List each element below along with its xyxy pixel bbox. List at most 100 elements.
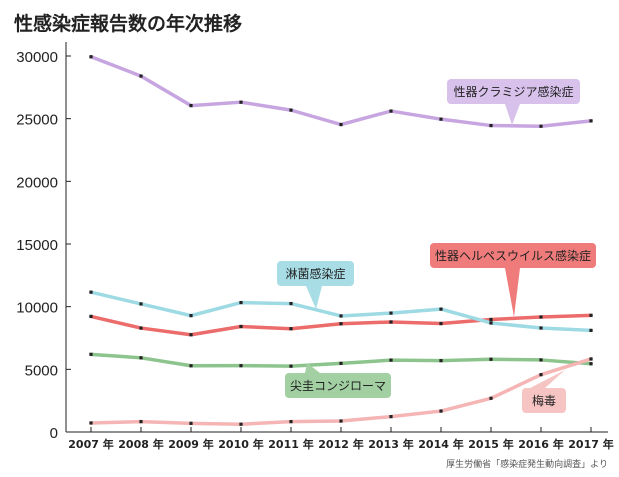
data-point	[589, 362, 593, 366]
source-note: 厚生労働省「感染症発生動向調査」より	[446, 458, 608, 470]
y-tick-label: 15000	[16, 237, 58, 254]
data-point	[239, 324, 243, 329]
series-label-4: 梅毒	[522, 370, 566, 413]
data-point	[389, 109, 393, 113]
data-point	[189, 103, 193, 108]
y-tick-label: 5000	[25, 362, 58, 379]
data-point	[89, 352, 93, 356]
series-label-1: 性器ヘルペスウイルス感染症	[430, 243, 596, 317]
data-point	[389, 358, 393, 362]
series-points	[89, 55, 593, 426]
callout-tail	[306, 286, 322, 309]
data-point	[339, 361, 343, 365]
x-tick-label: 2014 年	[418, 437, 463, 451]
data-point	[189, 364, 193, 368]
data-point	[89, 55, 93, 59]
data-point	[539, 373, 543, 377]
data-point	[389, 320, 393, 324]
x-tick-label: 2011 年	[268, 437, 313, 451]
data-point	[189, 314, 193, 318]
data-point	[189, 333, 193, 337]
data-point	[339, 322, 343, 326]
data-point	[339, 419, 343, 423]
data-point	[139, 74, 143, 78]
callout-box	[522, 388, 566, 413]
series-name: 梅毒	[532, 393, 556, 408]
data-point	[589, 357, 593, 361]
data-point	[139, 356, 143, 360]
data-point	[239, 364, 243, 368]
data-point	[489, 396, 493, 400]
x-tick-label: 2017 年	[568, 437, 613, 451]
data-point	[89, 290, 93, 294]
data-point	[239, 300, 243, 305]
data-point	[489, 123, 493, 128]
callout-tail	[305, 363, 320, 373]
data-point	[289, 327, 293, 331]
y-tick-label: 0	[50, 425, 58, 442]
data-point	[139, 302, 143, 306]
series-name: 性器ヘルペスウイルス感染症	[435, 248, 591, 263]
data-point	[589, 328, 593, 332]
data-point	[539, 315, 543, 319]
callout-box	[277, 261, 354, 286]
data-point	[189, 421, 193, 425]
data-point	[489, 317, 493, 322]
data-point	[339, 122, 343, 127]
callout-tail	[530, 370, 565, 388]
data-point	[89, 314, 93, 319]
data-point	[239, 422, 243, 426]
callout-box	[430, 243, 596, 268]
y-tick-label: 20000	[16, 174, 58, 191]
data-point	[139, 326, 143, 330]
data-point	[439, 409, 443, 413]
data-point	[489, 321, 493, 325]
series-name: 淋菌感染症	[285, 266, 345, 281]
data-point	[289, 301, 293, 306]
data-point	[489, 357, 493, 361]
chart-title: 性感染症報告数の年次推移	[14, 12, 242, 35]
callout-tail	[505, 104, 520, 125]
data-point	[289, 108, 293, 112]
callout-tail	[505, 268, 520, 317]
callout-box	[285, 373, 391, 398]
x-tick-label: 2009 年	[168, 437, 213, 451]
x-tick-label: 2015 年	[468, 437, 513, 451]
data-point	[589, 119, 593, 123]
x-tick-label: 2008 年	[118, 437, 163, 451]
series-label-3: 尖圭コンジローマ	[285, 363, 391, 398]
data-point	[389, 311, 393, 315]
y-ticks: 0 5000 10000 15000 20000 25000 30000	[16, 49, 71, 442]
y-tick-label: 25000	[16, 112, 58, 129]
x-ticks: 2007 年 2008 年 2009 年 2010 年 2011 年 2012 年 2013…	[68, 427, 614, 451]
callout-box	[447, 79, 580, 104]
data-point	[89, 421, 93, 425]
series-name: 尖圭コンジローマ	[290, 379, 386, 393]
data-point	[239, 100, 243, 104]
y-tick-label: 30000	[16, 49, 58, 66]
data-point	[539, 358, 543, 362]
data-point	[539, 326, 543, 330]
x-tick-label: 2007 年	[68, 437, 113, 451]
x-tick-label: 2010 年	[218, 437, 263, 451]
series-name: 性器クラミジア感染症	[453, 84, 573, 99]
data-point	[439, 307, 443, 311]
x-tick-label: 2012 年	[318, 437, 363, 451]
data-point	[339, 314, 343, 318]
data-point	[439, 321, 443, 326]
data-point	[439, 117, 443, 121]
series-label-0: 性器クラミジア感染症	[447, 79, 580, 125]
x-tick-label: 2016 年	[518, 437, 563, 451]
data-point	[139, 420, 143, 424]
data-point	[289, 420, 293, 424]
y-tick-label: 10000	[16, 300, 58, 317]
series-label-2: 淋菌感染症	[277, 261, 354, 309]
data-point	[439, 359, 443, 363]
data-point	[389, 415, 393, 419]
data-point	[289, 364, 293, 368]
data-point	[539, 124, 543, 128]
data-point	[589, 313, 593, 317]
x-tick-label: 2013 年	[368, 437, 413, 451]
